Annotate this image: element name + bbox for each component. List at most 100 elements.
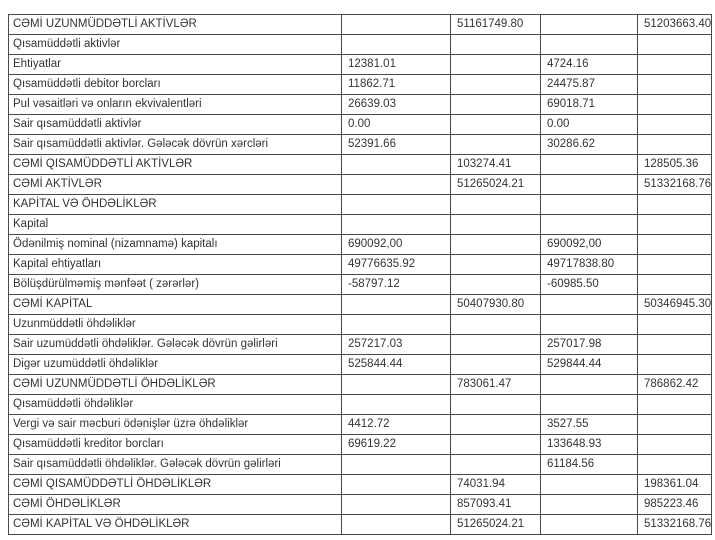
row-label-cell: Ehtiyatlar [8, 54, 342, 75]
row-label-cell: Sair uzumüddətli öhdəliklər. Gələcək döv… [8, 334, 342, 355]
value-cell-col3 [540, 474, 638, 495]
value-cell-col3 [540, 394, 638, 415]
value-cell-col2 [450, 194, 541, 215]
value-cell-col3: -60985.50 [540, 274, 638, 295]
table-row: Sair qısamüddətli öhdəliklər. Gələcək dö… [8, 454, 712, 475]
value-cell-col2: 103274.41 [450, 154, 541, 175]
value-cell-col4: 985223.46 [637, 494, 712, 515]
row-label-cell: Qısamüddətli debitor borcları [8, 74, 342, 95]
value-cell-col3: 30286.62 [540, 134, 638, 155]
value-cell-col2: 51265024.21 [450, 514, 541, 535]
row-label-cell: Qısamüddətli öhdəliklər [8, 394, 342, 415]
value-cell-col4: 128505.36 [637, 154, 712, 175]
row-label-cell: Vergi və sair məcburi ödənişlər üzrə öhd… [8, 414, 342, 435]
value-cell-col2 [450, 54, 541, 75]
value-cell-col3 [540, 314, 638, 335]
row-label-cell: CƏMİ QISAMÜDDƏTLİ ÖHDƏLİKLƏR [8, 474, 342, 495]
table-row: Ödənilmiş nominal (nizamnamə) kapitalı 69… [8, 234, 712, 255]
table-row: Sair qısamüddətli aktivlər. Gələcək dövr… [8, 134, 712, 155]
value-cell-col1 [341, 194, 451, 215]
value-cell-col3 [540, 374, 638, 395]
row-label-cell: Qısamüddətli aktivlər [8, 34, 342, 55]
row-label-cell: Sair qısamüddətli aktivlər [8, 114, 342, 135]
value-cell-col1 [341, 294, 451, 315]
value-cell-col1 [341, 214, 451, 235]
table-row: Pul vəsaitləri və onların ekvivalentləri… [8, 94, 712, 115]
value-cell-col3: 257017.98 [540, 334, 638, 355]
row-label-cell: Kapital ehtiyatları [8, 254, 342, 275]
value-cell-col4 [637, 54, 712, 75]
balance-sheet-table: CƏMİ UZUNMÜDDƏTLİ AKTİVLƏR 51161749.80 512… [8, 14, 712, 535]
value-cell-col4 [637, 74, 712, 95]
value-cell-col1 [341, 154, 451, 175]
value-cell-col2: 51265024.21 [450, 174, 541, 195]
value-cell-col2: 51161749.80 [450, 14, 541, 35]
value-cell-col4 [637, 194, 712, 215]
balance-sheet-rows: CƏMİ UZUNMÜDDƏTLİ AKTİVLƏR 51161749.80 512… [8, 14, 712, 535]
value-cell-col4 [637, 414, 712, 435]
value-cell-col1 [341, 394, 451, 415]
row-label-cell: CƏMİ QISAMÜDDƏTLİ AKTİVLƏR [8, 154, 342, 175]
value-cell-col2: 74031.94 [450, 474, 541, 495]
value-cell-col2 [450, 234, 541, 255]
value-cell-col4 [637, 234, 712, 255]
value-cell-col2 [450, 314, 541, 335]
value-cell-col1 [341, 474, 451, 495]
value-cell-col2 [450, 454, 541, 475]
value-cell-col2 [450, 134, 541, 155]
value-cell-col4 [637, 354, 712, 375]
row-label-cell: Pul vəsaitləri və onların ekvivalentləri [8, 94, 342, 115]
value-cell-col1: 690092,00 [341, 234, 451, 255]
row-label-cell: Uzunmüddətli öhdəliklər [8, 314, 342, 335]
value-cell-col4 [637, 134, 712, 155]
value-cell-col1: -58797.12 [341, 274, 451, 295]
value-cell-col1: 11862.71 [341, 74, 451, 95]
value-cell-col1: 52391.66 [341, 134, 451, 155]
value-cell-col4: 51332168.76 [637, 174, 712, 195]
value-cell-col1 [341, 314, 451, 335]
row-label-cell: Digər uzumüddətli öhdəliklər [8, 354, 342, 375]
value-cell-col4: 50346945.30 [637, 294, 712, 315]
value-cell-col4: 51203663.40 [637, 14, 712, 35]
table-row: Qısamüddətli aktivlər [8, 34, 712, 55]
value-cell-col4 [637, 214, 712, 235]
value-cell-col2 [450, 214, 541, 235]
value-cell-col1: 525844.44 [341, 354, 451, 375]
value-cell-col3: 49717838.80 [540, 254, 638, 275]
value-cell-col2 [450, 414, 541, 435]
row-label-cell: Qısamüddətli kreditor borcları [8, 434, 342, 455]
table-row: CƏMİ AKTİVLƏR 51265024.21 51332168.76 [8, 174, 712, 195]
value-cell-col2 [450, 334, 541, 355]
value-cell-col1: 257217.03 [341, 334, 451, 355]
value-cell-col3 [540, 214, 638, 235]
value-cell-col3 [540, 194, 638, 215]
value-cell-col3: 0.00 [540, 114, 638, 135]
value-cell-col2: 50407930.80 [450, 294, 541, 315]
table-row: Uzunmüddətli öhdəliklər [8, 314, 712, 335]
table-row: Bölüşdürülməmiş mənfəət ( zərərlər) -5879… [8, 274, 712, 295]
table-row: Vergi və sair məcburi ödənişlər üzrə öhd… [8, 414, 712, 435]
value-cell-col3 [540, 154, 638, 175]
table-row: CƏMİ KAPİTAL VƏ ÖHDƏLİKLƏR 51265024.21 513… [8, 514, 712, 535]
value-cell-col4 [637, 314, 712, 335]
table-row: Sair uzumüddətli öhdəliklər. Gələcək döv… [8, 334, 712, 355]
value-cell-col3 [540, 14, 638, 35]
table-row: Qısamüddətli kreditor borcları 69619.22 13… [8, 434, 712, 455]
value-cell-col3 [540, 34, 638, 55]
value-cell-col3: 690092,00 [540, 234, 638, 255]
value-cell-col3 [540, 514, 638, 535]
table-row: Sair qısamüddətli aktivlər 0.00 0.00 [8, 114, 712, 135]
value-cell-col2: 783061.47 [450, 374, 541, 395]
row-label-cell: CƏMİ UZUNMÜDDƏTLİ ÖHDƏLİKLƏR [8, 374, 342, 395]
row-label-cell: CƏMİ UZUNMÜDDƏTLİ AKTİVLƏR [8, 14, 342, 35]
value-cell-col3: 3527.55 [540, 414, 638, 435]
table-row: CƏMİ QISAMÜDDƏTLİ ÖHDƏLİKLƏR 74031.94 1983… [8, 474, 712, 495]
value-cell-col1 [341, 174, 451, 195]
row-label-cell: CƏMİ KAPİTAL [8, 294, 342, 315]
value-cell-col1 [341, 454, 451, 475]
value-cell-col1: 69619.22 [341, 434, 451, 455]
row-label-cell: Bölüşdürülməmiş mənfəət ( zərərlər) [8, 274, 342, 295]
value-cell-col2 [450, 74, 541, 95]
table-row: CƏMİ UZUNMÜDDƏTLİ AKTİVLƏR 51161749.80 512… [8, 14, 712, 35]
table-row: KAPİTAL VƏ ÖHDƏLİKLƏR [8, 194, 712, 215]
